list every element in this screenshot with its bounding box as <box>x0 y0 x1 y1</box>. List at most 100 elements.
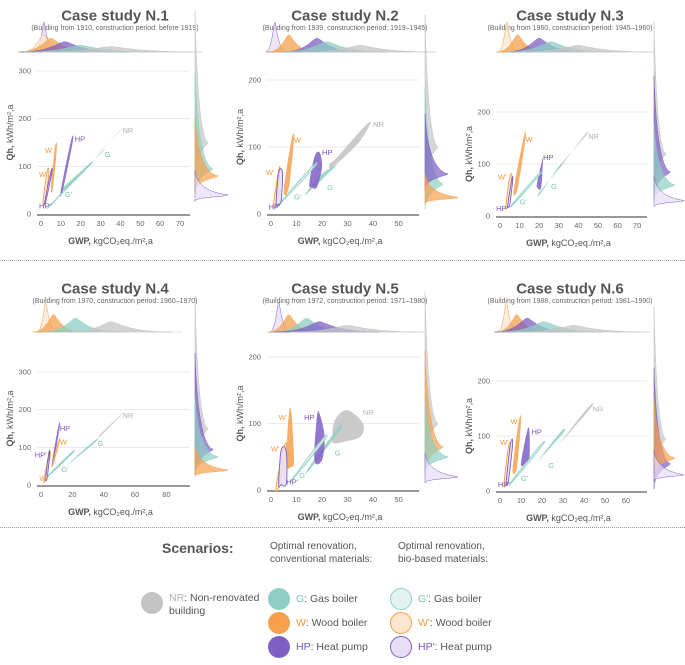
region-hp <box>309 151 323 189</box>
region-w <box>286 407 294 469</box>
legend-label: G': Gas boiler <box>418 593 482 606</box>
region-g <box>537 163 563 196</box>
chart-title: Case study N.1 <box>61 7 169 24</box>
x-axis-label: GWP, kgCO₂eq./m²,a <box>68 236 153 246</box>
figure: Case study N.1(Building from 1910, const… <box>5 7 685 523</box>
region-label: NR <box>123 411 134 420</box>
legend-swatch-nr <box>141 592 163 614</box>
region-label: G <box>335 448 341 457</box>
legend-desc: : Wood boiler <box>429 616 492 629</box>
marginal-top-density <box>521 45 655 53</box>
legend-swatch-w <box>268 612 290 634</box>
legend-desc: building <box>169 605 206 617</box>
x-axis-label-unit: kgCO₂eq./m²,a <box>549 513 611 523</box>
x-axis-label-unit: kgCO₂eq./m²,a <box>320 236 382 246</box>
x-tick-label: 80 <box>162 490 170 499</box>
legend-swatch-w-prime <box>390 612 412 634</box>
x-axis-label-bold: GWP, <box>298 236 321 246</box>
legend-label: W': Wood boiler <box>418 617 492 630</box>
x-tick-label: 0 <box>498 496 502 505</box>
legend-item-hp-prime: HP': Heat pump <box>390 636 492 658</box>
y-axis-label-bold: Qh, <box>5 146 15 161</box>
y-tick-label: 0 <box>257 486 261 495</box>
x-tick-label: 50 <box>136 219 144 228</box>
region-label: NR <box>588 132 599 141</box>
y-axis-label-unit: kWh/m²,a <box>5 390 15 431</box>
legend-code: G' <box>418 592 429 605</box>
legend-desc: : Wood boiler <box>305 616 368 629</box>
marginal-right-density <box>424 452 459 484</box>
region-nr <box>99 128 122 153</box>
region-label: G' <box>299 471 307 480</box>
x-tick-label: 40 <box>369 219 377 228</box>
legend-label: W: Wood boiler <box>296 617 367 630</box>
region-label: G <box>327 183 333 192</box>
y-axis-label-bold: Qh, <box>464 167 474 182</box>
x-axis-label-bold: GWP, <box>68 507 91 517</box>
region-label: HP' <box>268 202 280 211</box>
region-nr <box>332 410 364 444</box>
region-hp <box>536 153 544 190</box>
y-tick-label: 0 <box>486 487 490 496</box>
region-label: HP <box>322 148 332 157</box>
chart-title: Case study N.5 <box>291 280 399 297</box>
legend-item-w-prime: W': Wood boiler <box>390 612 492 634</box>
legend-group-line: bio-based materials: <box>398 554 489 565</box>
y-axis-label-unit: kWh/m²,a <box>235 385 245 426</box>
x-tick-label: 30 <box>559 496 567 505</box>
region-g-prime <box>289 434 328 483</box>
y-axis-label-unit: kWh/m²,a <box>5 104 15 145</box>
chart-panel-4: Case study N.4(Building from 1970, const… <box>5 280 229 517</box>
y-axis-label: Qh, kWh/m²,a <box>464 126 474 182</box>
marginal-right-density <box>194 445 229 477</box>
x-tick-label: 20 <box>68 490 76 499</box>
region-label: G <box>105 150 111 159</box>
region-label: W' <box>39 474 48 483</box>
x-tick-label: 70 <box>633 221 641 230</box>
x-tick-label: 30 <box>555 221 563 230</box>
y-tick-label: 0 <box>27 210 31 219</box>
x-tick-label: 10 <box>57 219 65 228</box>
x-tick-label: 20 <box>318 219 326 228</box>
legend-swatch-hp <box>268 636 290 658</box>
x-tick-label: 0 <box>269 219 273 228</box>
legend-group-biobased: Optimal renovation, bio-based materials: <box>398 540 488 566</box>
x-tick-label: 40 <box>574 221 582 230</box>
legend-title: Scenarios: <box>162 540 234 556</box>
chart-subtitle: (Building from 1960, construction period… <box>488 25 653 32</box>
y-axis-label-bold: Qh, <box>235 427 245 442</box>
region-label: HP <box>60 424 70 433</box>
x-axis-label-unit: kgCO₂eq./m²,a <box>91 507 153 517</box>
region-g-prime <box>46 161 93 209</box>
y-tick-label: 100 <box>248 143 261 152</box>
region-label: HP' <box>498 480 510 489</box>
x-axis-label-bold: GWP, <box>298 512 321 522</box>
x-axis-label: GWP, kgCO₂eq./m²,a <box>526 238 611 248</box>
legend-code: G <box>296 592 305 605</box>
region-label: G' <box>294 192 302 201</box>
x-tick-label: 30 <box>343 495 351 504</box>
region-label: NR <box>122 126 133 135</box>
marginal-right-density <box>424 396 449 473</box>
y-axis-label-unit: kWh/m²,a <box>464 398 474 439</box>
marginal-top-density <box>303 45 437 53</box>
y-tick-label: 0 <box>27 481 31 490</box>
marginal-right-density <box>424 173 459 204</box>
x-tick-label: 0 <box>39 490 43 499</box>
y-tick-label: 200 <box>18 405 31 414</box>
region-label: HP <box>532 427 542 436</box>
x-tick-label: 20 <box>318 495 326 504</box>
region-label: G <box>97 439 103 448</box>
x-tick-label: 50 <box>394 219 402 228</box>
region-label: HP' <box>496 204 508 213</box>
legend-swatch-g <box>268 588 290 610</box>
region-label: W <box>294 135 302 144</box>
legend-label: NR: Non-renovated building <box>169 592 259 618</box>
y-axis-label: Qh, kWh/m²,a <box>464 398 474 454</box>
legend-code: W <box>296 616 306 629</box>
y-axis-label: Qh, kWh/m²,a <box>235 385 245 441</box>
region-w <box>283 133 295 196</box>
region-label: HP' <box>39 201 51 210</box>
legend-label: G: Gas boiler <box>296 593 358 606</box>
region-label: W <box>60 437 68 446</box>
